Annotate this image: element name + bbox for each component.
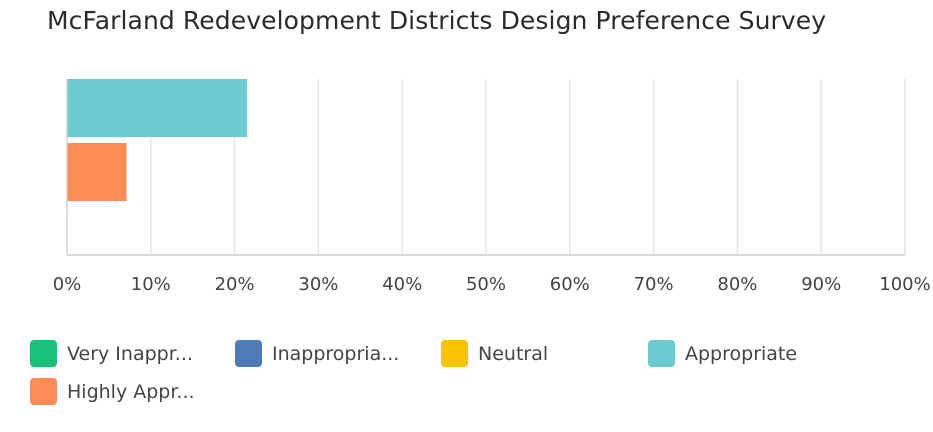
legend-label: Inappropria... xyxy=(272,342,400,365)
legend-swatch xyxy=(30,378,57,405)
legend-item[interactable]: Highly Appr... xyxy=(30,378,195,405)
legend-label: Very Inappr... xyxy=(67,342,193,365)
x-tick-label: 100% xyxy=(879,274,930,295)
bar-chart: 0% 10% 20% 30% 40% 50% 60% 70% 80% 90% 100% xyxy=(53,79,931,295)
legend-item[interactable]: Appropriate xyxy=(648,340,797,367)
x-tick-label: 60% xyxy=(550,274,590,295)
bars xyxy=(67,79,248,201)
gridlines xyxy=(150,79,906,255)
chart-title: McFarland Redevelopment Districts Design… xyxy=(47,6,827,35)
x-tick-label: 80% xyxy=(717,274,757,295)
legend-label: Appropriate xyxy=(685,342,798,365)
x-tick-label: 30% xyxy=(298,274,338,295)
legend-swatch xyxy=(441,340,468,367)
legend-swatch xyxy=(30,340,57,367)
x-axis-tick-labels: 0% 10% 20% 30% 40% 50% 60% 70% 80% 90% 100% xyxy=(53,274,931,295)
legend-item[interactable]: Very Inappr... xyxy=(30,340,193,367)
x-tick-label: 90% xyxy=(801,274,841,295)
x-tick-label: 50% xyxy=(466,274,506,295)
x-tick-label: 0% xyxy=(53,274,82,295)
legend-label: Highly Appr... xyxy=(67,380,195,403)
legend-swatch xyxy=(648,340,675,367)
x-tick-label: 70% xyxy=(634,274,674,295)
legend-swatch xyxy=(235,340,262,367)
x-tick-label: 10% xyxy=(131,274,171,295)
bar-appropriate[interactable] xyxy=(67,79,248,137)
x-tick-label: 20% xyxy=(215,274,255,295)
x-tick-label: 40% xyxy=(382,274,422,295)
legend-item[interactable]: Neutral xyxy=(441,340,548,367)
legend-item[interactable]: Inappropria... xyxy=(235,340,399,367)
bar-highly-appr[interactable] xyxy=(67,143,127,201)
legend-label: Neutral xyxy=(478,342,549,365)
